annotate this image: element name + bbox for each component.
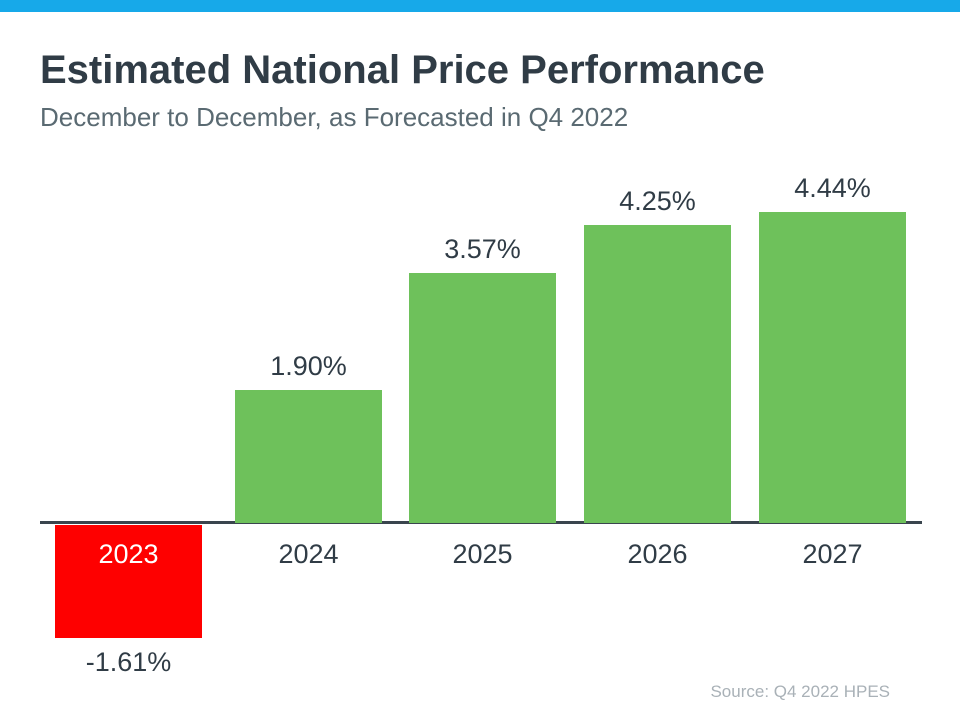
- bar-2026: [584, 225, 731, 523]
- bar-2024: [235, 390, 382, 523]
- category-label-2026: 2026: [627, 539, 688, 569]
- page-subtitle: December to December, as Forecasted in Q…: [40, 102, 629, 132]
- category-label-2025: 2025: [452, 539, 513, 569]
- value-label-2023: -1.61%: [85, 647, 172, 677]
- bar-2023: [55, 525, 202, 638]
- bar-2025: [409, 273, 556, 523]
- value-label-2026: 4.25%: [619, 186, 696, 216]
- bar-2027: [759, 212, 906, 523]
- value-label-2027: 4.44%: [794, 173, 871, 203]
- category-label-2023: 2023: [98, 539, 159, 569]
- top-accent-bar: [0, 0, 960, 12]
- category-label-2024: 2024: [278, 539, 339, 569]
- page-title: Estimated National Price Performance: [40, 48, 765, 92]
- category-label-2027: 2027: [802, 539, 863, 569]
- value-label-2025: 3.57%: [444, 234, 521, 264]
- value-label-2024: 1.90%: [270, 351, 347, 381]
- source-note: Source: Q4 2022 HPES: [710, 682, 890, 701]
